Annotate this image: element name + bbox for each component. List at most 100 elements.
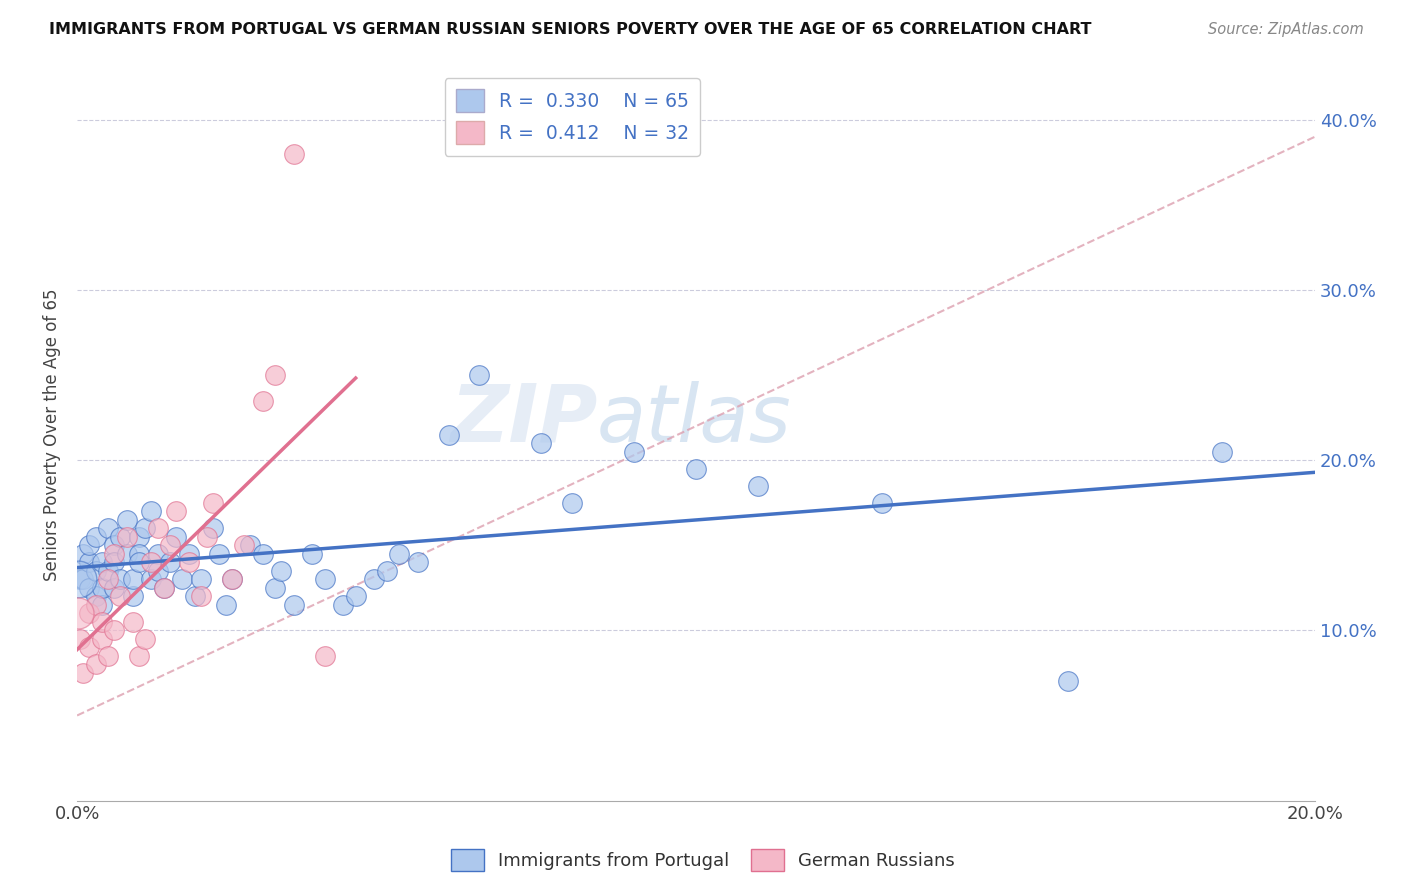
Point [141, 504, 163, 518]
Point [215, 598, 238, 612]
Point [128, 555, 150, 569]
Point [252, 547, 274, 561]
Point [97, 564, 120, 578]
Point [685, 461, 707, 475]
Point [314, 648, 336, 663]
Legend: R =  0.330    N = 65, R =  0.412    N = 32: R = 0.330 N = 65, R = 0.412 N = 32 [444, 78, 700, 155]
Point [177, 547, 200, 561]
Point [190, 590, 212, 604]
Point [128, 648, 150, 663]
Point [79, 538, 101, 552]
Point [146, 547, 169, 561]
Point [233, 538, 256, 552]
Point [239, 538, 262, 552]
Point [110, 530, 132, 544]
Point [72, 665, 94, 680]
Point [468, 368, 491, 382]
Point [159, 538, 181, 552]
Point [90, 615, 112, 629]
Point [84, 590, 107, 604]
Point [172, 572, 194, 586]
Text: IMMIGRANTS FROM PORTUGAL VS GERMAN RUSSIAN SENIORS POVERTY OVER THE AGE OF 65 CO: IMMIGRANTS FROM PORTUGAL VS GERMAN RUSSI… [49, 22, 1091, 37]
Point [90, 555, 112, 569]
Point [134, 632, 156, 646]
Point [115, 513, 138, 527]
Point [103, 624, 125, 638]
Point [146, 521, 169, 535]
Point [221, 572, 243, 586]
Point [152, 581, 174, 595]
Point [870, 496, 893, 510]
Point [134, 521, 156, 535]
Point [283, 146, 305, 161]
Point [90, 632, 112, 646]
Point [177, 555, 200, 569]
Point [128, 547, 150, 561]
Point [115, 530, 138, 544]
Point [183, 590, 205, 604]
Point [103, 538, 125, 552]
Point [141, 555, 163, 569]
Text: Source: ZipAtlas.com: Source: ZipAtlas.com [1208, 22, 1364, 37]
Point [69, 632, 91, 646]
Point [84, 530, 107, 544]
Point [121, 590, 143, 604]
Point [84, 598, 107, 612]
Point [747, 478, 769, 492]
Point [103, 555, 125, 569]
Point [103, 547, 125, 561]
Point [195, 530, 218, 544]
Point [67, 607, 90, 621]
Point [165, 504, 187, 518]
Point [159, 555, 181, 569]
Point [332, 598, 354, 612]
Point [79, 607, 101, 621]
Point [437, 427, 460, 442]
Point [314, 572, 336, 586]
Point [623, 444, 645, 458]
Point [301, 547, 323, 561]
Point [388, 547, 411, 561]
Point [79, 555, 101, 569]
Y-axis label: Seniors Poverty Over the Age of 65: Seniors Poverty Over the Age of 65 [44, 288, 60, 581]
Point [110, 572, 132, 586]
Point [208, 547, 231, 561]
Point [561, 496, 583, 510]
Point [363, 572, 385, 586]
Point [90, 581, 112, 595]
Point [84, 564, 107, 578]
Point [97, 572, 120, 586]
Point [252, 393, 274, 408]
Point [221, 572, 243, 586]
Text: ZIP: ZIP [450, 381, 598, 458]
Point [202, 496, 225, 510]
Point [97, 648, 120, 663]
Point [264, 581, 287, 595]
Point [69, 572, 91, 586]
Legend: Immigrants from Portugal, German Russians: Immigrants from Portugal, German Russian… [444, 842, 962, 879]
Point [530, 436, 553, 450]
Point [72, 547, 94, 561]
Point [110, 590, 132, 604]
Point [165, 530, 187, 544]
Point [90, 598, 112, 612]
Point [79, 640, 101, 655]
Point [190, 572, 212, 586]
Point [283, 598, 305, 612]
Point [67, 572, 90, 586]
Point [202, 521, 225, 535]
Point [72, 572, 94, 586]
Point [1056, 674, 1078, 689]
Point [103, 581, 125, 595]
Point [128, 530, 150, 544]
Point [1211, 444, 1233, 458]
Point [97, 521, 120, 535]
Point [115, 547, 138, 561]
Point [270, 564, 292, 578]
Point [121, 572, 143, 586]
Point [406, 555, 429, 569]
Point [264, 368, 287, 382]
Point [141, 572, 163, 586]
Point [344, 590, 367, 604]
Point [146, 564, 169, 578]
